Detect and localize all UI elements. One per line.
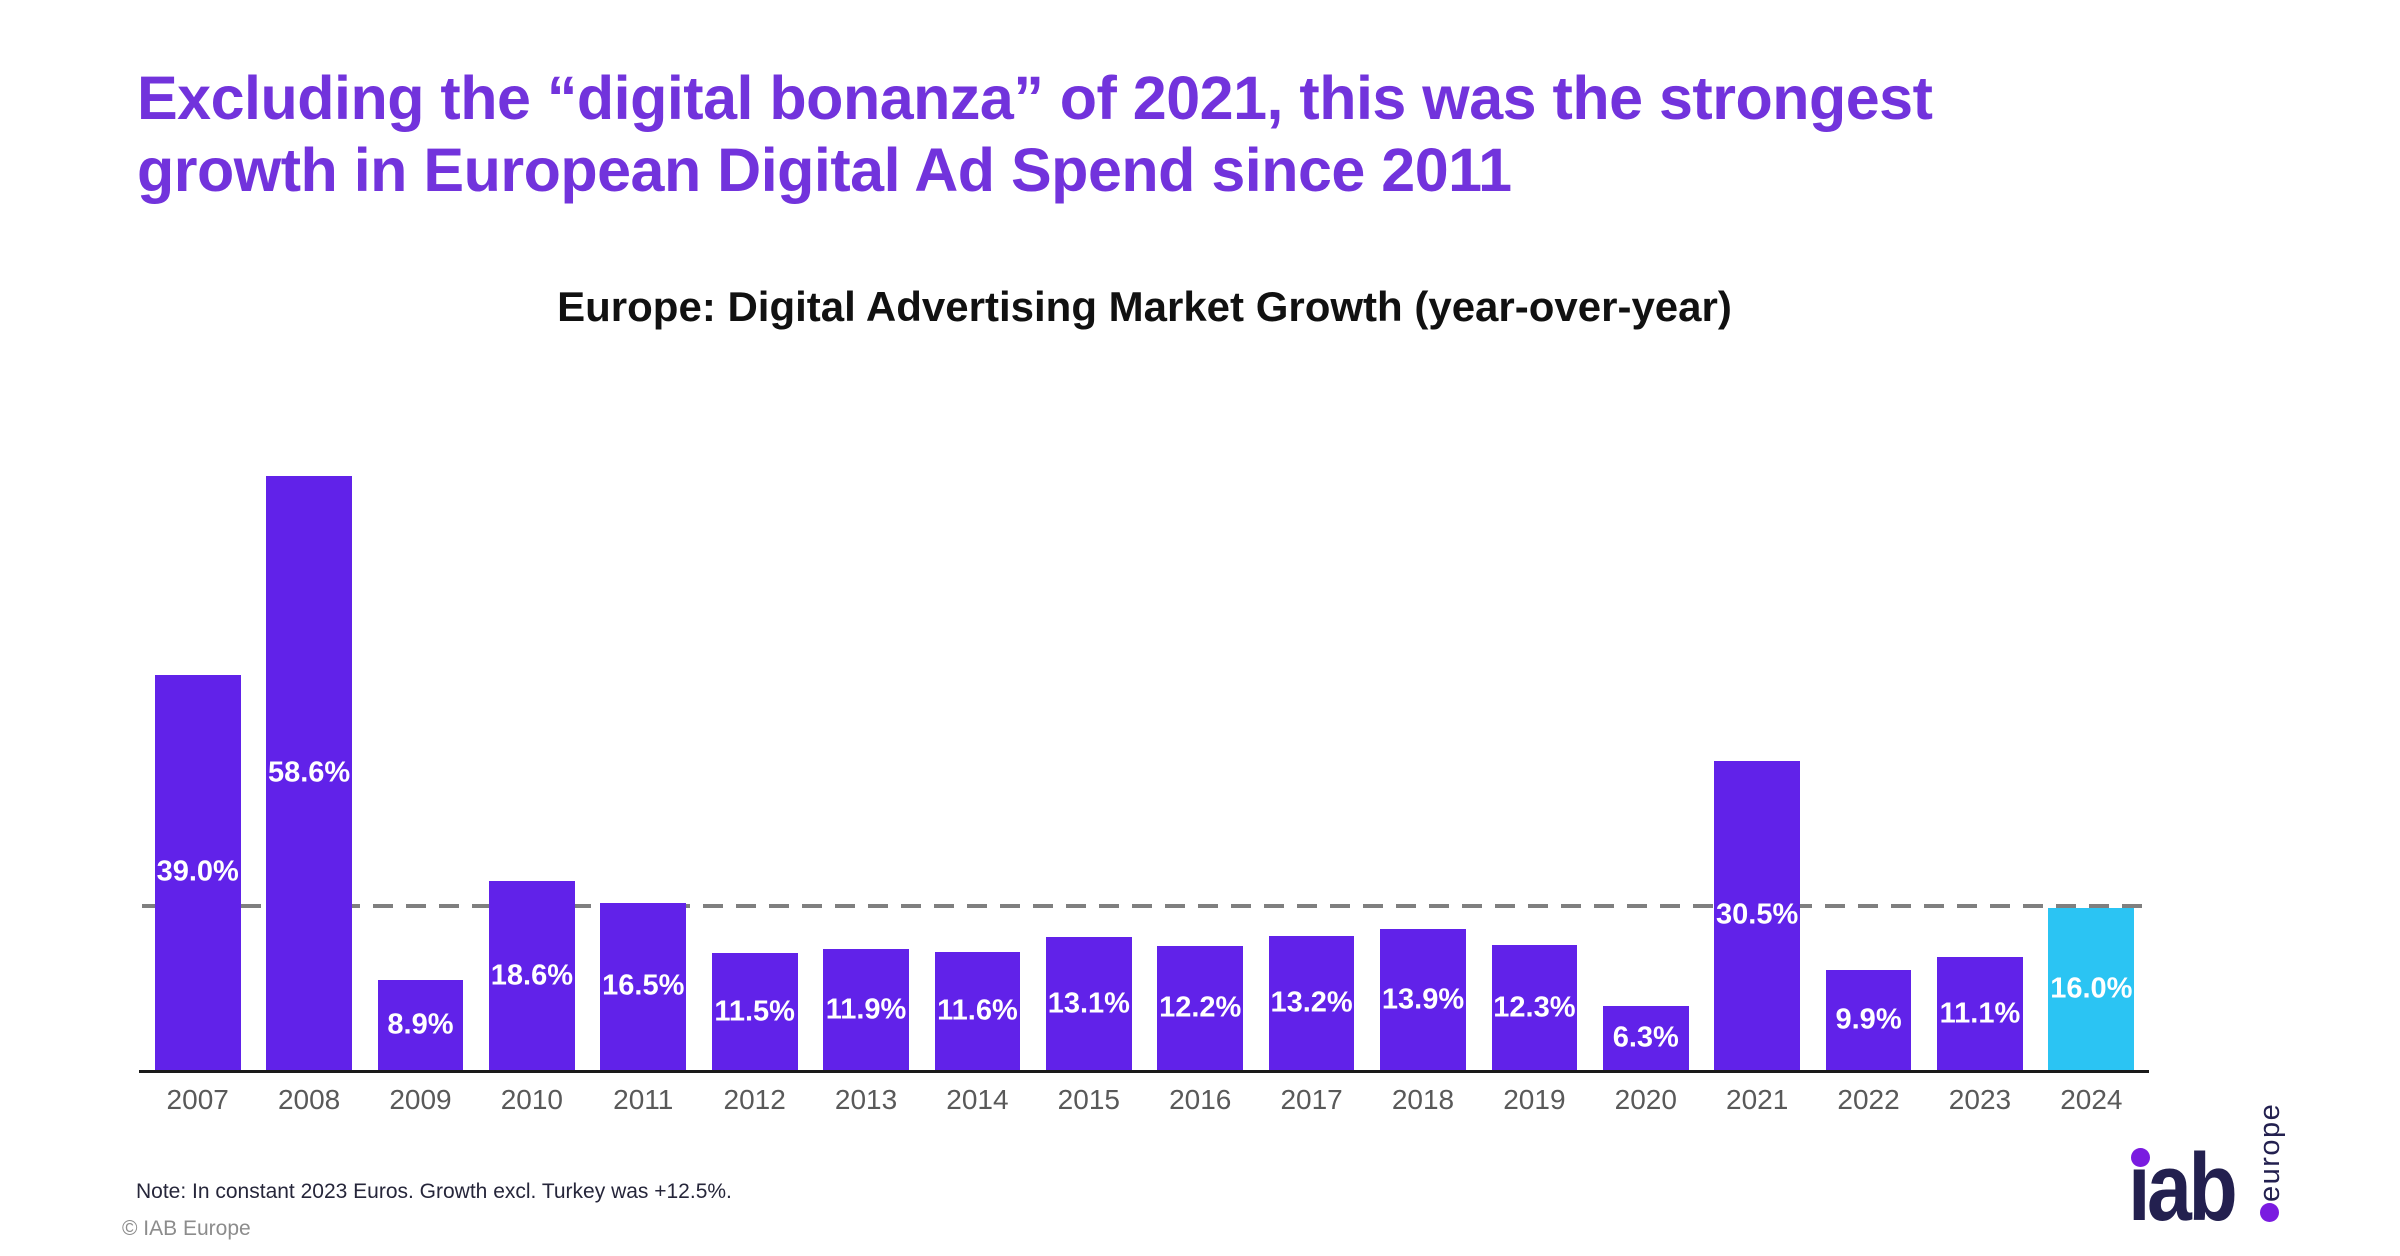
bar-slot-2011: 16.5% — [588, 440, 699, 1070]
bar-slot-2018: 13.9% — [1367, 440, 1478, 1070]
iab-europe-logo: ıab europe — [2128, 1082, 2293, 1236]
bar-value-label-2008: 58.6% — [267, 756, 351, 789]
x-axis-labels: 2007 2008 2009 2010 2011 2012 2013 2014 2015 2016… — [142, 1084, 2147, 1116]
bar-value-label-2014: 11.6% — [937, 994, 1018, 1027]
bar-value-label-2009: 8.9% — [387, 1008, 454, 1041]
bar-2014: 11.6% — [934, 952, 1021, 1070]
bar-slot-2019: 12.3% — [1479, 440, 1590, 1070]
logo-europe-text: europe — [2254, 1102, 2286, 1202]
bar-slot-2014: 11.6% — [922, 440, 1033, 1070]
bar-2018: 13.9% — [1380, 929, 1466, 1070]
reference-dashed-line — [142, 903, 2147, 908]
x-axis-label-2021: 2021 — [1726, 1084, 1789, 1115]
bar-value-label-2024: 16.0% — [2050, 972, 2133, 1005]
x-axis-label-2014: 2014 — [946, 1084, 1009, 1115]
bar-chart: 39.0% 58.6% 8.9% 18.6% 16.5% 11.5% 11.9% 11.6% 1… — [142, 440, 2147, 1070]
bar-slot-2016: 12.2% — [1145, 440, 1256, 1070]
x-axis-label-2019: 2019 — [1503, 1084, 1566, 1115]
bar-value-label-2015: 13.1% — [1047, 987, 1130, 1020]
x-axis-label-2017: 2017 — [1280, 1084, 1343, 1115]
bar-2013: 11.9% — [823, 949, 909, 1070]
bar-value-label-2012: 11.5% — [714, 995, 795, 1028]
bar-slot-2007: 39.0% — [142, 440, 253, 1070]
bar-value-label-2021: 30.5% — [1716, 898, 1799, 931]
bar-2012: 11.5% — [711, 953, 798, 1070]
bar-value-label-2023: 11.1% — [1939, 997, 2021, 1030]
page-title-line-1: Excluding the “digital bonanza” of 2021,… — [137, 64, 1933, 132]
bar-2022: 9.9% — [1825, 969, 1912, 1070]
bar-value-label-2020: 6.3% — [1612, 1021, 1679, 1054]
x-axis-label-2008: 2008 — [277, 1084, 341, 1115]
bar-slot-2024: 16.0% — [2036, 440, 2147, 1070]
bar-2024: 16.0% — [2048, 907, 2135, 1070]
x-axis-label-2024: 2024 — [2060, 1084, 2123, 1115]
chart-title: Europe: Digital Advertising Market Growt… — [557, 283, 1732, 330]
bar-2008: 58.6% — [266, 475, 352, 1070]
page-title-line-2: growth in European Digital Ad Spend sinc… — [137, 136, 1512, 204]
bar-value-label-2013: 11.9% — [825, 993, 907, 1026]
bar-slot-2020: 6.3% — [1590, 440, 1701, 1070]
x-axis-label-2020: 2020 — [1614, 1084, 1677, 1115]
logo-period-dot-icon — [2260, 1203, 2279, 1222]
bar-2019: 12.3% — [1491, 945, 1578, 1070]
bar-value-label-2019: 12.3% — [1493, 991, 1576, 1024]
x-axis-label-2012: 2012 — [723, 1084, 786, 1115]
x-axis-line — [139, 1070, 2149, 1073]
bar-value-label-2022: 9.9% — [1835, 1003, 1902, 1036]
logo-i-dot-icon — [2131, 1148, 2150, 1167]
footnote: Note: In constant 2023 Euros. Growth exc… — [136, 1180, 732, 1203]
bar-slot-2023: 11.1% — [1924, 440, 2035, 1070]
bar-2009: 8.9% — [377, 979, 464, 1070]
copyright-text: © IAB Europe — [122, 1217, 251, 1240]
bar-slot-2022: 9.9% — [1813, 440, 1924, 1070]
bar-slot-2008: 58.6% — [253, 440, 364, 1070]
bar-value-label-2018: 13.9% — [1381, 983, 1465, 1016]
bar-slot-2010: 18.6% — [476, 440, 587, 1070]
bar-value-label-2011: 16.5% — [602, 969, 685, 1002]
x-axis-label-2007: 2007 — [166, 1084, 229, 1115]
bars-area: 39.0% 58.6% 8.9% 18.6% 16.5% 11.5% 11.9% 11.6% 1… — [142, 440, 2147, 1070]
bar-slot-2012: 11.5% — [699, 440, 810, 1070]
bar-2017: 13.2% — [1268, 936, 1355, 1070]
bar-slot-2015: 13.1% — [1033, 440, 1144, 1070]
x-axis-label-2016: 2016 — [1169, 1084, 1232, 1115]
x-axis-label-2018: 2018 — [1391, 1084, 1455, 1115]
bar-value-label-2010: 18.6% — [490, 959, 573, 992]
x-axis-label-2010: 2010 — [500, 1084, 564, 1115]
bar-value-label-2007: 39.0% — [156, 855, 239, 888]
page-title: Excluding the “digital bonanza” of 2021,… — [137, 62, 1933, 206]
bar-slot-2021: 30.5% — [1701, 440, 1812, 1070]
bar-slot-2013: 11.9% — [810, 440, 921, 1070]
bar-value-label-2017: 13.2% — [1270, 986, 1353, 1019]
bar-value-label-2016: 12.2% — [1159, 991, 1242, 1024]
x-axis-label-2015: 2015 — [1057, 1084, 1120, 1115]
bar-2007: 39.0% — [154, 674, 241, 1070]
bar-2020: 6.3% — [1602, 1006, 1689, 1070]
bar-slot-2009: 8.9% — [365, 440, 476, 1070]
bar-2023: 11.1% — [1937, 957, 2023, 1070]
x-axis-label-2011: 2011 — [613, 1084, 674, 1115]
bar-slot-2017: 13.2% — [1256, 440, 1367, 1070]
x-axis-label-2009: 2009 — [389, 1084, 452, 1115]
bar-2010: 18.6% — [488, 881, 575, 1070]
bar-2015: 13.1% — [1045, 937, 1132, 1070]
x-axis-label-2023: 2023 — [1948, 1084, 2012, 1115]
bar-2011: 16.5% — [600, 902, 687, 1070]
bar-2016: 12.2% — [1157, 946, 1244, 1070]
x-axis-label-2013: 2013 — [834, 1084, 898, 1115]
bar-2021: 30.5% — [1714, 760, 1801, 1070]
x-axis-label-2022: 2022 — [1837, 1084, 1900, 1115]
